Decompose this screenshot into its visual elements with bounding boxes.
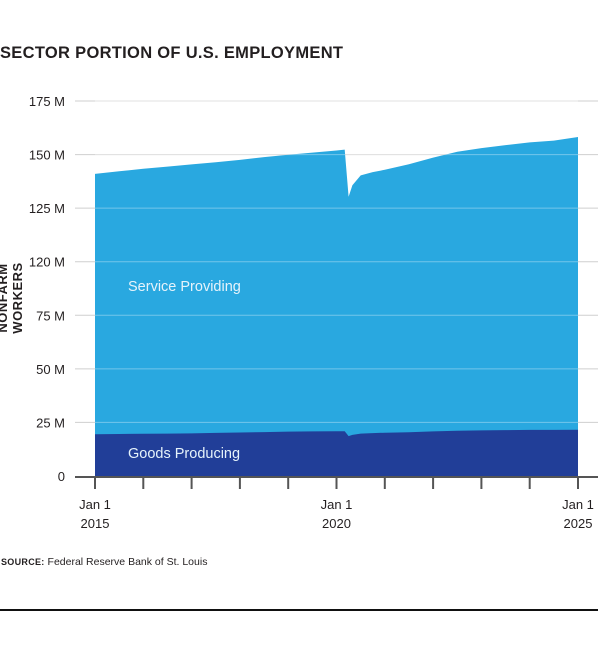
x-tick-label: 2020 (322, 516, 351, 531)
source-label: SOURCE: (1, 557, 45, 567)
source-note: SOURCE: Federal Reserve Bank of St. Loui… (1, 556, 207, 568)
y-tick-label: 120 M (29, 255, 65, 270)
chart-title: SECTOR PORTION OF U.S. EMPLOYMENT (0, 44, 344, 62)
area-service-providing (95, 137, 578, 476)
bottom-rule (0, 609, 598, 611)
goods-producing-label: Goods Producing (128, 446, 240, 462)
y-tick-label: 50 M (36, 362, 65, 377)
y-tick-label: 0 (58, 469, 65, 484)
x-tick-label: Jan 1 (321, 497, 353, 512)
x-tick-label: Jan 1 (562, 497, 594, 512)
x-tick-labels: Jan 1 2015 Jan 1 2020 Jan 1 2025 (79, 497, 594, 531)
y-tick-label: 175 M (29, 94, 65, 109)
y-tick-label: 150 M (29, 148, 65, 163)
service-providing-label: Service Providing (128, 279, 241, 295)
x-tick-label: Jan 1 (79, 497, 111, 512)
chart-area: 0 25 M 50 M 75 M 120 M 125 M 150 M 175 M Jan 1 2… (29, 94, 598, 531)
y-tick-label: 75 M (36, 308, 65, 323)
y-tick-labels: 0 25 M 50 M 75 M 120 M 125 M 150 M 175 M (29, 94, 65, 484)
y-tick-label: 125 M (29, 201, 65, 216)
y-tick-label: 25 M (36, 415, 65, 430)
x-tick-label: 2015 (81, 516, 110, 531)
area-goods-producing (95, 429, 578, 476)
x-axis (75, 476, 598, 489)
stacked-areas (95, 100, 578, 476)
x-tick-label: 2025 (564, 516, 593, 531)
source-text: Federal Reserve Bank of St. Louis (47, 556, 208, 568)
